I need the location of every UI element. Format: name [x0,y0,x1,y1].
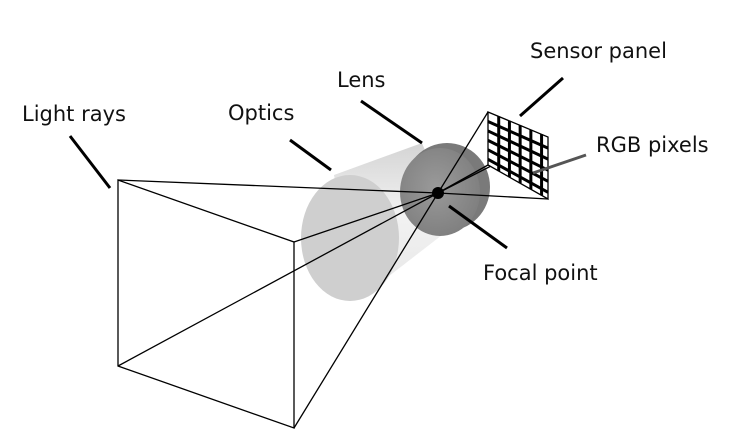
label-lens: Lens [337,68,386,92]
label-rgb-pixels: RGB pixels [596,133,709,157]
leader-lens [360,99,423,145]
sensor-grid-row-line [487,120,549,150]
label-optics: Optics [228,101,294,125]
leader-rgb-pixels [532,153,587,175]
sensor-panel [487,111,549,201]
leader-optics [289,138,332,172]
ray-to-sensor-bottom [437,192,549,200]
rgb-pixel-grid [487,116,549,196]
ray-top-right [293,192,439,243]
sensor-grid-row-line [487,148,549,183]
leader-lines [68,76,564,250]
ray-bottom-right [293,192,439,429]
leader-sensor-panel [519,76,564,118]
sensor-grid-row-line [487,139,549,172]
label-focal-point: Focal point [483,261,598,285]
leader-focal-point [448,204,508,250]
leader-light-rays [68,135,112,189]
ray-to-sensor-left [437,164,489,194]
ray-bottom-left [117,192,439,367]
labels: Light rays Optics Lens Sensor panel RGB … [22,39,709,285]
object-plane [117,179,295,429]
label-light-rays: Light rays [22,102,126,126]
label-sensor-panel: Sensor panel [530,39,667,63]
sensor-grid-row-line [487,129,549,161]
ray-top-left [117,179,439,194]
ray-to-sensor-top [437,111,489,194]
sensor-grid-row-line [487,158,549,194]
focal-point-dot [432,187,444,199]
cylinder-front-face [301,175,399,301]
